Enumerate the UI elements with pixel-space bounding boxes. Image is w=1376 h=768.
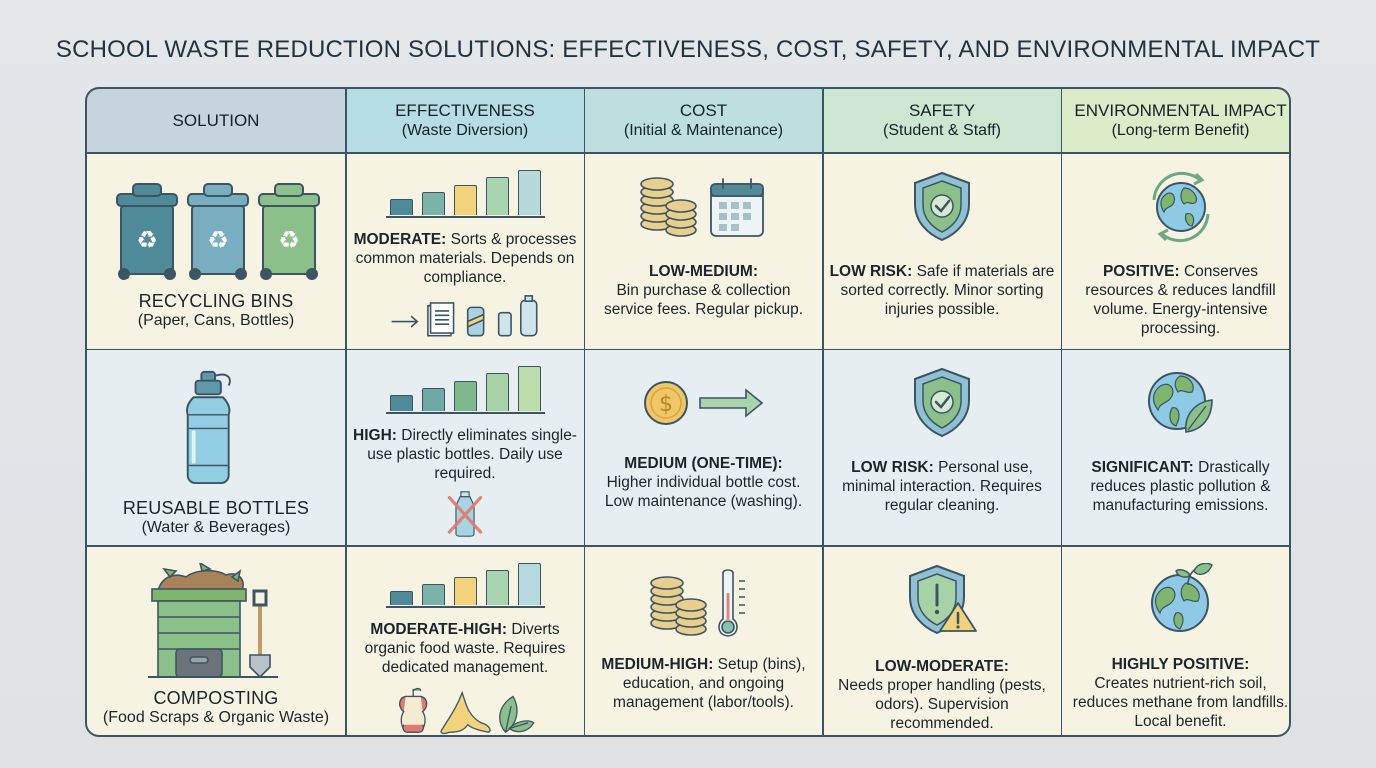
shield-warning-icon (909, 564, 977, 634)
food-scraps-icon (399, 687, 535, 734)
cost-cell-recycling: LOW-MEDIUM: Bin purchase & collection se… (585, 153, 822, 349)
effectiveness-bars-icon (385, 169, 545, 218)
environment-text: SIGNIFICANT: Drastically reduces plastic… (1068, 458, 1289, 515)
comparison-table: SOLUTION EFFECTIVENESS (Waste Diversion)… (85, 87, 1291, 737)
solution-subtitle: (Paper, Cans, Bottles) (137, 311, 295, 329)
effectiveness-cell-bottles: HIGH: Directly eliminates single-use pla… (346, 350, 584, 545)
safety-text: LOW-MODERATE: Needs proper handling (pes… (830, 657, 1055, 733)
shield-check-icon (914, 171, 970, 241)
header-sublabel: (Waste Diversion) (401, 121, 529, 139)
recycling-bins-icon: ♻ ♻ ♻ (116, 182, 320, 280)
cost-text: MEDIUM-HIGH: Setup (bins), education, an… (591, 655, 816, 712)
environment-cell-composting: HIGHLY POSITIVE: Creates nutrient-rich s… (1062, 546, 1289, 735)
solution-subtitle: (Water & Beverages) (141, 519, 291, 536)
description: Diverts organic food waste. Requires ded… (364, 620, 566, 676)
safety-cell-bottles: LOW RISK: Personal use, minimal interact… (823, 350, 1061, 545)
svg-text:$: $ (659, 392, 673, 417)
globe-leaf-icon (1147, 372, 1213, 433)
rating-label: POSITIVE: (1102, 262, 1180, 280)
header-sublabel: (Long-term Benefit) (1111, 121, 1250, 139)
description: Sorts & processes common materials. Depe… (355, 230, 577, 286)
header-label: COST (679, 100, 728, 120)
environment-cell-recycling: POSITIVE: Conserves resources & reduces … (1062, 153, 1289, 349)
solution-cell-bottles: REUSABLE BOTTLES (Water & Beverages) (87, 350, 345, 545)
solution-subtitle: (Food Scraps & Organic Waste) (102, 708, 330, 726)
header-label: EFFECTIVENESS (395, 100, 535, 120)
rating-label: SIGNIFICANT: (1091, 459, 1194, 476)
coins-calendar-icon (639, 176, 764, 237)
description: Setup (bins), education, and ongoing man… (613, 655, 806, 711)
header-effectiveness: EFFECTIVENESS (Waste Diversion) (346, 89, 584, 152)
svg-text:♻: ♻ (207, 226, 229, 254)
header-label: SAFETY (908, 100, 976, 120)
solution-name: RECYCLING BINS (138, 290, 294, 311)
description: Higher individual bottle cost. Low maint… (604, 474, 803, 510)
compost-bin-icon (148, 562, 278, 678)
page-title: SCHOOL WASTE REDUCTION SOLUTIONS: EFFECT… (55, 36, 1321, 63)
safety-text: LOW RISK: Safe if materials are sorted c… (830, 262, 1055, 319)
header-environment: ENVIRONMENTAL IMPACT (Long-term Benefit) (1062, 89, 1289, 152)
header-safety: SAFETY (Student & Staff) (823, 89, 1061, 152)
svg-text:♻: ♻ (278, 226, 300, 254)
cost-cell-composting: MEDIUM-HIGH: Setup (bins), education, an… (585, 546, 822, 735)
rating-label: HIGHLY POSITIVE: (1111, 655, 1250, 673)
description: Needs proper handling (pests, odors). Su… (838, 676, 1046, 732)
header-label: SOLUTION (172, 110, 260, 130)
solution-name: REUSABLE BOTTLES (122, 498, 310, 518)
description: Directly eliminates single-use plastic b… (367, 427, 577, 482)
description: Personal use, minimal interaction. Requi… (842, 459, 1042, 514)
cost-text: LOW-MEDIUM: Bin purchase & collection se… (591, 262, 816, 319)
environment-cell-bottles: SIGNIFICANT: Drastically reduces plastic… (1062, 350, 1289, 545)
header-solution: SOLUTION (87, 89, 345, 152)
cost-cell-bottles: $ MEDIUM (ONE-TIME): Higher individual b… (585, 350, 822, 545)
rating-label: LOW RISK: (829, 262, 913, 280)
description: Conserves resources & reduces landfill v… (1085, 262, 1276, 337)
solution-cell-composting: COMPOSTING (Food Scraps & Organic Waste) (87, 546, 345, 735)
rating-label: MEDIUM-HIGH: (601, 655, 714, 673)
header-cost: COST (Initial & Maintenance) (585, 89, 822, 152)
coin-arrow-icon: $ (643, 381, 763, 425)
header-sublabel: (Initial & Maintenance) (623, 121, 784, 139)
environment-text: HIGHLY POSITIVE: Creates nutrient-rich s… (1068, 655, 1289, 731)
rating-label: LOW-MEDIUM: (648, 262, 759, 280)
reusable-bottle-icon (186, 370, 231, 485)
rating-label: LOW-MODERATE: (875, 657, 1009, 675)
environment-text: POSITIVE: Conserves resources & reduces … (1068, 262, 1289, 338)
effectiveness-bars-icon (385, 366, 545, 414)
header-label: ENVIRONMENTAL IMPACT (1074, 100, 1287, 120)
description: Bin purchase & collection service fees. … (603, 281, 803, 318)
no-plastic-bottle-icon (447, 491, 483, 537)
rating-label: HIGH: (353, 427, 397, 444)
rating-label: MODERATE: (353, 230, 447, 248)
coins-thermometer-icon (649, 568, 745, 637)
effectiveness-cell-recycling: MODERATE: Sorts & processes common mater… (346, 153, 584, 349)
effectiveness-cell-composting: MODERATE-HIGH: Diverts organic food wast… (346, 546, 584, 735)
description: Drastically reduces plastic pollution & … (1090, 459, 1271, 514)
cost-text: MEDIUM (ONE-TIME): Higher individual bot… (591, 454, 816, 511)
solution-name: COMPOSTING (153, 687, 279, 708)
rating-label: LOW RISK: (851, 459, 934, 476)
header-sublabel: (Student & Staff) (883, 121, 1001, 139)
safety-cell-recycling: LOW RISK: Safe if materials are sorted c… (823, 153, 1061, 349)
shield-check-icon (914, 367, 970, 438)
solution-cell-recycling: ♻ ♻ ♻ RECYCLING BINS (Paper, Cans, Bottles… (87, 153, 345, 349)
effectiveness-text: MODERATE-HIGH: Diverts organic food wast… (353, 620, 578, 677)
rating-label: MODERATE-HIGH: (370, 620, 508, 638)
safety-cell-composting: LOW-MODERATE: Needs proper handling (pes… (823, 546, 1061, 735)
materials-arrow-icon (391, 294, 538, 336)
effectiveness-text: MODERATE: Sorts & processes common mater… (353, 230, 578, 287)
safety-text: LOW RISK: Personal use, minimal interact… (830, 458, 1055, 515)
globe-recycle-icon (1152, 171, 1209, 242)
svg-text:♻: ♻ (136, 226, 158, 254)
description: Safe if materials are sorted correctly. … (840, 262, 1055, 318)
globe-sprout-icon (1150, 562, 1213, 632)
effectiveness-bars-icon (385, 562, 545, 608)
rating-label: MEDIUM (ONE-TIME): (624, 455, 783, 472)
description: Creates nutrient-rich soil, reduces meth… (1072, 674, 1289, 730)
effectiveness-text: HIGH: Directly eliminates single-use pla… (353, 426, 578, 483)
